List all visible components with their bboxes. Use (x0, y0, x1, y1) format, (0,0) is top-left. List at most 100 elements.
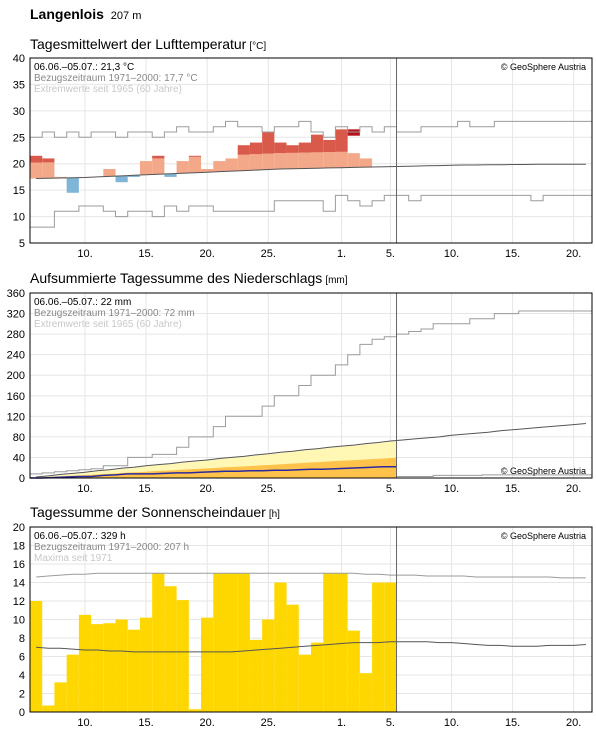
temperature-bar-warm (298, 152, 311, 169)
sunshine-title-text: Tagessumme der Sonnenscheindauer (30, 504, 266, 520)
precipitation-copyright: © GeoSphere Austria (501, 466, 586, 476)
precipitation-ytick-label: 200 (7, 370, 25, 382)
sunshine-xtick-label: 15. (505, 717, 520, 729)
temperature-plot-frame (29, 57, 593, 244)
sunshine-bar (237, 573, 250, 712)
precipitation-ytick-label: 240 (7, 350, 25, 362)
sunshine-bar (225, 573, 238, 712)
sunshine-bar (164, 586, 177, 712)
precipitation-ytick-label: 80 (13, 432, 25, 444)
temperature-info-line-2: Bezugszeitraum 1971–2000: 17,7 °C (34, 73, 198, 84)
precipitation-ytick-label: 40 (13, 452, 25, 464)
temperature-xtick-label: 10. (444, 248, 459, 260)
temperature-xtick-label: 15. (138, 248, 153, 260)
precipitation-ytick-label: 280 (7, 329, 25, 341)
temperature-series-extreme-max (30, 120, 592, 138)
sunshine-bar (176, 600, 189, 712)
sunshine-bar (274, 582, 287, 712)
temperature-bar-hot (152, 155, 165, 159)
sunshine-ytick-label: 18 (13, 541, 25, 553)
temperature-bar-cold (127, 175, 140, 177)
precipitation-ytick-label: 120 (7, 411, 25, 423)
sunshine-title: Tagessumme der Sonnenscheindauer [h] (30, 504, 280, 520)
temperature-ytick-label: 20 (13, 159, 25, 171)
temperature-bar-warm (262, 153, 275, 170)
precipitation-series-extreme-max (30, 310, 592, 475)
precipitation-xtick-label: 15. (505, 483, 520, 495)
precipitation-title: Aufsummierte Tagessumme des Niederschlag… (30, 270, 348, 286)
sunshine-info-line-2: Bezugszeitraum 1971–2000: 207 h (34, 542, 189, 553)
precipitation-series-reference (36, 423, 586, 478)
temperature-bar-warm (249, 154, 263, 171)
temperature-bar-hot (30, 155, 43, 163)
temperature-bar-warm (42, 162, 55, 179)
temperature-bar-warm (359, 158, 373, 168)
station-name: Langenlois (30, 6, 104, 22)
precipitation-xtick-label: 10. (444, 483, 459, 495)
sunshine-bar (103, 623, 116, 712)
sunshine-ytick-label: 8 (19, 633, 25, 645)
sunshine-series-reference (36, 641, 586, 653)
sunshine-xtick-label: 5. (386, 717, 395, 729)
temperature-xtick-label: 1. (337, 248, 346, 260)
temperature-xtick-label: 15. (505, 248, 520, 260)
precipitation-xtick-label: 1. (337, 483, 346, 495)
temperature-series-reference (36, 163, 586, 179)
temperature-ytick-label: 35 (13, 79, 25, 91)
sunshine-ytick-label: 10 (13, 615, 25, 627)
precipitation-ytick-label: 320 (7, 309, 25, 321)
precipitation-xtick-label: 20. (200, 483, 215, 495)
sunshine-bar (115, 619, 128, 712)
precipitation-ytick-label: 360 (7, 288, 25, 300)
sunshine-bar (347, 630, 360, 712)
sunshine-bar (311, 642, 324, 712)
sunshine-bar (359, 673, 373, 712)
sunshine-bar (30, 601, 43, 712)
precipitation-ytick-label: 0 (19, 473, 25, 485)
sunshine-bar (298, 654, 311, 712)
temperature-copyright: © GeoSphere Austria (501, 62, 586, 72)
temperature-bar-warm (103, 169, 116, 177)
precipitation-xtick-label: 20. (566, 483, 581, 495)
precipitation-xtick-label: 5. (386, 483, 395, 495)
temperature-ytick-label: 5 (19, 238, 25, 250)
temperature-bar-warm (201, 169, 214, 173)
sunshine-ytick-label: 2 (19, 689, 25, 701)
temperature-bar-warm (347, 153, 360, 168)
sunshine-ytick-label: 12 (13, 596, 25, 608)
temperature-bar-warm (139, 161, 153, 175)
temperature-chart: 5 10 15 20 25 30 35 40 10. 15. 20. 25. 1. 5. 10. 15. 20.… (13, 53, 593, 260)
temperature-bar-warm (213, 161, 226, 172)
sunshine-info-line-1: 06.06.–05.07.: 329 h (34, 531, 126, 542)
sunshine-bar (91, 624, 104, 712)
sunshine-xtick-label: 1. (337, 717, 346, 729)
precipitation-xtick-label: 10. (77, 483, 92, 495)
temperature-xtick-label: 5. (386, 248, 395, 260)
temperature-xtick-label: 25. (261, 248, 276, 260)
sunshine-bar (262, 619, 275, 712)
temperature-xtick-label: 20. (566, 248, 581, 260)
temperature-bar-cold (164, 173, 177, 177)
temperature-series-extreme-min (30, 194, 592, 228)
sunshine-bar (286, 604, 299, 712)
temperature-unit: [°C] (249, 41, 267, 52)
temperature-bar-cold (66, 177, 79, 193)
sunshine-bar (372, 582, 385, 712)
sunshine-ytick-label: 0 (19, 707, 25, 719)
temperature-bar-hot (311, 134, 324, 153)
temperature-xtick-label: 10. (77, 248, 92, 260)
temperature-info-line-3: Extremwerte seit 1965 (60 Jahre) (34, 84, 182, 95)
temperature-bar-warm (54, 176, 67, 178)
temperature-bar-warm (188, 156, 202, 173)
station-header: Langenlois 207 m (30, 6, 141, 22)
sunshine-bar (66, 654, 79, 712)
temperature-bar-hot (286, 145, 299, 153)
precipitation-info-line-3: Extremwerte seit 1965 (60 Jahre) (34, 319, 182, 330)
sunshine-copyright: © GeoSphere Austria (501, 531, 586, 541)
temperature-bar-hot (249, 142, 263, 155)
precipitation-xtick-label: 25. (261, 483, 276, 495)
temperature-bar-warm (286, 152, 299, 169)
sunshine-info-line-3: Maxima seit 1971 (34, 553, 113, 564)
sunshine-plot-frame (29, 526, 593, 713)
temperature-bar-hot (262, 132, 275, 154)
